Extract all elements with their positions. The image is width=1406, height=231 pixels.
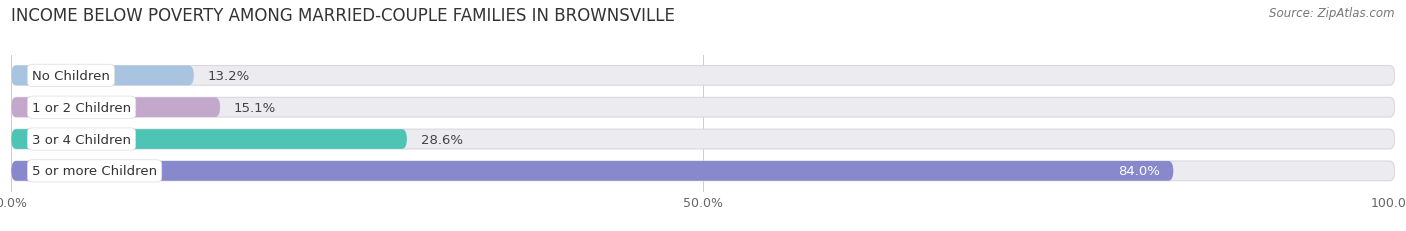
FancyBboxPatch shape xyxy=(11,161,1395,181)
Text: No Children: No Children xyxy=(32,70,110,82)
Text: Source: ZipAtlas.com: Source: ZipAtlas.com xyxy=(1270,7,1395,20)
Text: 15.1%: 15.1% xyxy=(233,101,276,114)
Text: INCOME BELOW POVERTY AMONG MARRIED-COUPLE FAMILIES IN BROWNSVILLE: INCOME BELOW POVERTY AMONG MARRIED-COUPL… xyxy=(11,7,675,25)
FancyBboxPatch shape xyxy=(11,98,1395,118)
FancyBboxPatch shape xyxy=(11,130,406,149)
Text: 5 or more Children: 5 or more Children xyxy=(32,165,157,178)
FancyBboxPatch shape xyxy=(11,130,1395,149)
Text: 13.2%: 13.2% xyxy=(208,70,250,82)
FancyBboxPatch shape xyxy=(11,98,221,118)
Text: 1 or 2 Children: 1 or 2 Children xyxy=(32,101,131,114)
Text: 28.6%: 28.6% xyxy=(420,133,463,146)
Text: 3 or 4 Children: 3 or 4 Children xyxy=(32,133,131,146)
FancyBboxPatch shape xyxy=(11,161,1174,181)
FancyBboxPatch shape xyxy=(11,66,1395,86)
Text: 84.0%: 84.0% xyxy=(1118,165,1160,178)
FancyBboxPatch shape xyxy=(11,66,194,86)
